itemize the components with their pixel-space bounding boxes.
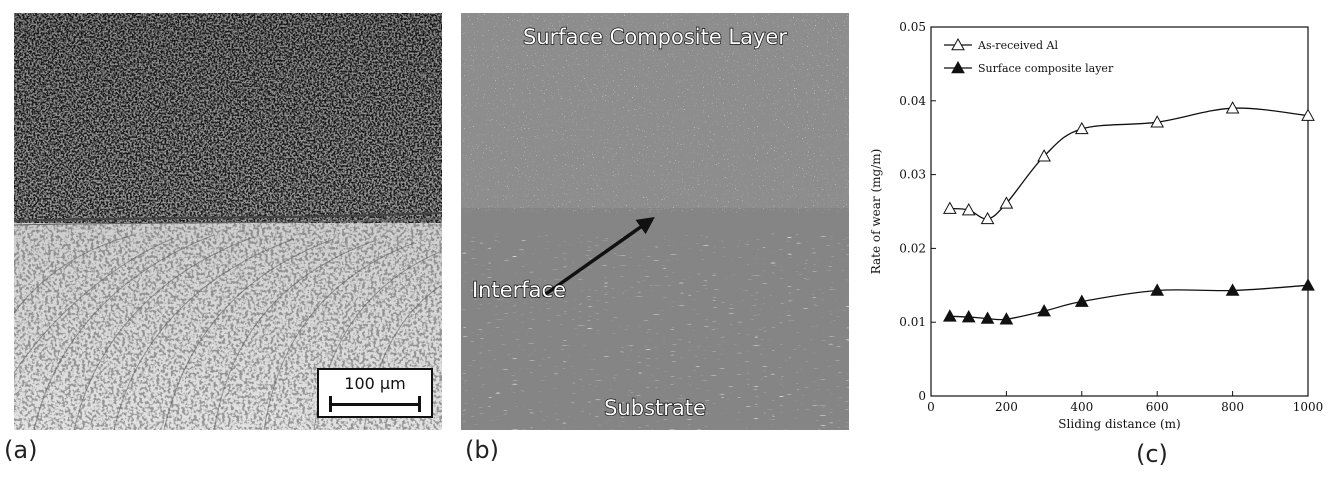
legend-label: Surface composite layer (978, 62, 1114, 75)
legend-marker (951, 60, 965, 74)
data-point (1225, 283, 1240, 296)
y-tick-label: 0.03 (899, 168, 926, 182)
label-substrate: Substrate (604, 396, 706, 420)
data-point (961, 202, 976, 216)
data-point (943, 309, 957, 322)
micrograph-a: 100 µm (14, 13, 442, 430)
data-point (1301, 278, 1315, 291)
chart-axes: 0 200 400 600 800 1000 0 0.01 0.02 0.03 0.04 0.05 (899, 20, 1323, 414)
y-tick-label: 0.02 (899, 241, 926, 255)
chart-legend: As-received Al Surface composite layer (944, 37, 1114, 75)
x-tick-label: 0 (927, 400, 935, 414)
data-point (1074, 121, 1089, 135)
chart-svg: 0 200 400 600 800 1000 0 0.01 0.02 0.03 0.04 0.05 A… (869, 20, 1323, 431)
micrograph-b-image: Surface Composite Layer Interface Substr… (461, 13, 849, 430)
label-interface: Interface (472, 278, 566, 302)
scale-bar: 100 µm (317, 368, 433, 418)
legend-marker (951, 37, 965, 51)
interface-arrow (541, 216, 655, 298)
y-axis-label: Rate of wear (mg/m) (869, 149, 883, 275)
x-tick-label: 200 (995, 400, 1018, 414)
x-tick-label: 800 (1221, 400, 1244, 414)
data-point (1150, 115, 1165, 128)
series-line (949, 284, 1309, 321)
data-point (1037, 304, 1051, 317)
data-point (980, 211, 995, 225)
panel-label-a: (a) (4, 436, 38, 464)
y-tick-label: 0.01 (899, 315, 926, 329)
scale-bar-tick-right (418, 396, 421, 412)
series-1 (943, 101, 1315, 225)
label-surface-composite-layer: Surface Composite Layer (523, 25, 787, 49)
x-tick-label: 400 (1070, 400, 1093, 414)
x-tick-label: 1000 (1293, 400, 1324, 414)
x-tick-label: 600 (1146, 400, 1169, 414)
scale-bar-line (329, 403, 421, 406)
legend-label: As-received Al (977, 39, 1058, 52)
wear-rate-chart: 0 200 400 600 800 1000 0 0.01 0.02 0.03 0.04 0.05 A… (864, 0, 1324, 472)
data-point (961, 310, 976, 323)
x-axis-label: Sliding distance (m) (1058, 417, 1180, 431)
plot-frame (930, 26, 1309, 397)
y-tick-label: 0 (918, 389, 926, 403)
micrograph-b: Surface Composite Layer Interface Substr… (461, 13, 849, 430)
chart-series (943, 101, 1315, 325)
micrograph-a-image (14, 13, 442, 430)
data-point (943, 201, 957, 214)
panel-label-b: (b) (465, 436, 499, 464)
data-point (1037, 149, 1051, 162)
y-tick-label: 0.04 (899, 94, 926, 108)
y-tick-label: 0.05 (899, 20, 926, 34)
scale-bar-label: 100 µm (344, 374, 406, 393)
series-2 (943, 278, 1315, 325)
data-point (1150, 283, 1165, 296)
data-point (1074, 294, 1089, 307)
data-point (999, 196, 1014, 209)
data-point (980, 311, 995, 324)
panel-label-c: (c) (1136, 440, 1168, 468)
data-point (1225, 101, 1240, 114)
data-point (999, 312, 1014, 325)
data-point (1301, 108, 1315, 121)
